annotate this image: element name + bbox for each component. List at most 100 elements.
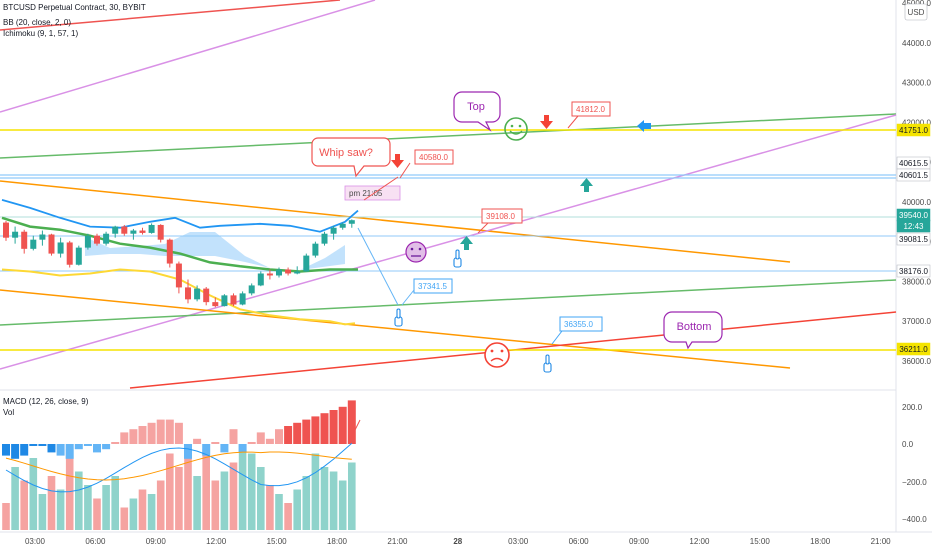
- volume-bar[interactable]: [338, 480, 347, 531]
- macd-hist-bar[interactable]: [238, 444, 247, 453]
- macd-hist-bar[interactable]: [38, 444, 47, 446]
- macd-hist-bar[interactable]: [20, 444, 29, 456]
- volume-bar[interactable]: [84, 485, 92, 530]
- macd-hist-bar[interactable]: [265, 438, 274, 444]
- note-box-40580[interactable]: [414, 149, 454, 165]
- volume-bar[interactable]: [93, 498, 101, 531]
- volume-bar[interactable]: [65, 449, 74, 530]
- trendline-orange-mid[interactable]: [0, 180, 791, 263]
- trendline-red-top[interactable]: [0, 0, 341, 31]
- candlestick-series[interactable]: [3, 219, 355, 308]
- macd-hist-bar[interactable]: [65, 444, 74, 459]
- whip-saw-callout[interactable]: [311, 137, 391, 178]
- volume-series[interactable]: [2, 444, 356, 531]
- trendline-green-bottom[interactable]: [0, 279, 897, 326]
- top-callout[interactable]: [453, 91, 501, 132]
- note-box-39108[interactable]: [481, 208, 523, 224]
- volume-bar[interactable]: [156, 480, 165, 531]
- macd-histogram[interactable]: [2, 400, 356, 459]
- candle-body[interactable]: [175, 263, 182, 288]
- volume-bar[interactable]: [348, 462, 356, 531]
- volume-bar[interactable]: [302, 476, 311, 530]
- volume-bar[interactable]: [193, 476, 201, 530]
- bollinger-lower-line[interactable]: [1, 268, 356, 326]
- macd-hist-bar[interactable]: [56, 444, 65, 456]
- price-axis-tags[interactable]: 41751.0 40615.5 40601.5 39540.0 12:43 39081.5…: [896, 123, 931, 356]
- macd-hist-bar[interactable]: [347, 400, 356, 444]
- neutral-face-icon[interactable]: [405, 241, 427, 263]
- volume-bar[interactable]: [147, 494, 156, 530]
- macd-hist-bar[interactable]: [29, 444, 38, 446]
- volume-bar[interactable]: [329, 471, 338, 531]
- volume-bar[interactable]: [56, 489, 65, 531]
- macd-hist-bar[interactable]: [302, 419, 311, 444]
- candle-body[interactable]: [221, 295, 228, 307]
- volume-bar[interactable]: [247, 453, 256, 531]
- bollinger-upper-line[interactable]: [1, 199, 359, 233]
- candle-body[interactable]: [330, 227, 337, 234]
- volume-bar[interactable]: [293, 489, 301, 531]
- candle-body[interactable]: [121, 226, 128, 234]
- volume-bar[interactable]: [257, 467, 265, 530]
- macd-hist-bar[interactable]: [47, 444, 56, 453]
- candle-body[interactable]: [203, 288, 210, 303]
- bollinger-legend[interactable]: BB (20, close, 2, 0): [3, 18, 72, 27]
- candle-body[interactable]: [57, 242, 64, 254]
- macd-hist-bar[interactable]: [229, 429, 238, 444]
- volume-bar[interactable]: [29, 458, 38, 530]
- volume-bar[interactable]: [102, 485, 110, 530]
- arrow-left-icon[interactable]: [637, 120, 651, 132]
- macd-hist-bar[interactable]: [329, 410, 338, 444]
- macd-hist-bar[interactable]: [156, 419, 165, 444]
- candle-body[interactable]: [103, 233, 110, 244]
- candle-body[interactable]: [294, 271, 301, 274]
- currency-badge[interactable]: [904, 3, 928, 21]
- candle-body[interactable]: [112, 226, 119, 234]
- macd-hist-bar[interactable]: [2, 444, 10, 456]
- annotation-layer[interactable]: Whip saw? Top Bottom pm 21:05 40580.0 41…: [311, 91, 723, 373]
- candle-body[interactable]: [66, 242, 73, 265]
- volume-bar[interactable]: [2, 503, 10, 530]
- ichimoku-legend[interactable]: Ichimoku (9, 1, 57, 1): [3, 29, 79, 38]
- volume-bar[interactable]: [20, 480, 28, 531]
- volume-bar[interactable]: [229, 462, 238, 531]
- macd-hist-bar[interactable]: [275, 429, 283, 444]
- pointing-hand-icon[interactable]: [394, 308, 403, 327]
- candle-body[interactable]: [48, 234, 55, 254]
- trendline-drawings[interactable]: [0, 0, 897, 389]
- volume-bar[interactable]: [111, 476, 119, 530]
- happy-face-icon[interactable]: [504, 117, 528, 141]
- macd-hist-bar[interactable]: [284, 426, 293, 444]
- arrow-down-icon[interactable]: [391, 154, 404, 168]
- candle-body[interactable]: [248, 285, 255, 294]
- volume-bar[interactable]: [275, 494, 283, 530]
- candle-body[interactable]: [148, 224, 155, 233]
- macd-hist-bar[interactable]: [174, 422, 183, 444]
- candle-body[interactable]: [12, 231, 19, 238]
- macd-hist-bar[interactable]: [111, 442, 120, 444]
- candle-body[interactable]: [21, 231, 28, 249]
- symbol-legend[interactable]: BTCUSD Perpetual Contract, 30, BYBIT: [3, 3, 146, 12]
- price-tag[interactable]: [896, 219, 931, 233]
- candle-body[interactable]: [130, 230, 137, 234]
- macd-hist-bar[interactable]: [93, 444, 101, 453]
- candle-body[interactable]: [321, 233, 328, 244]
- volume-bar[interactable]: [184, 458, 192, 530]
- macd-hist-bar[interactable]: [220, 444, 229, 453]
- macd-hist-bar[interactable]: [311, 416, 320, 444]
- pointing-hand-icon[interactable]: [543, 354, 552, 373]
- volume-legend[interactable]: Vol: [3, 408, 15, 417]
- macd-line[interactable]: [5, 442, 353, 493]
- macd-hist-bar[interactable]: [202, 444, 211, 456]
- candle-body[interactable]: [185, 287, 191, 300]
- candle-body[interactable]: [139, 230, 146, 233]
- macd-hist-bar[interactable]: [293, 422, 302, 444]
- arrow-up-icon[interactable]: [460, 236, 473, 250]
- macd-hist-bar[interactable]: [83, 444, 92, 446]
- volume-bar[interactable]: [47, 476, 56, 530]
- macd-hist-bar[interactable]: [147, 422, 156, 444]
- candle-body[interactable]: [30, 239, 37, 249]
- macd-legend[interactable]: MACD (12, 26, close, 9): [3, 397, 89, 406]
- candle-body[interactable]: [285, 269, 292, 274]
